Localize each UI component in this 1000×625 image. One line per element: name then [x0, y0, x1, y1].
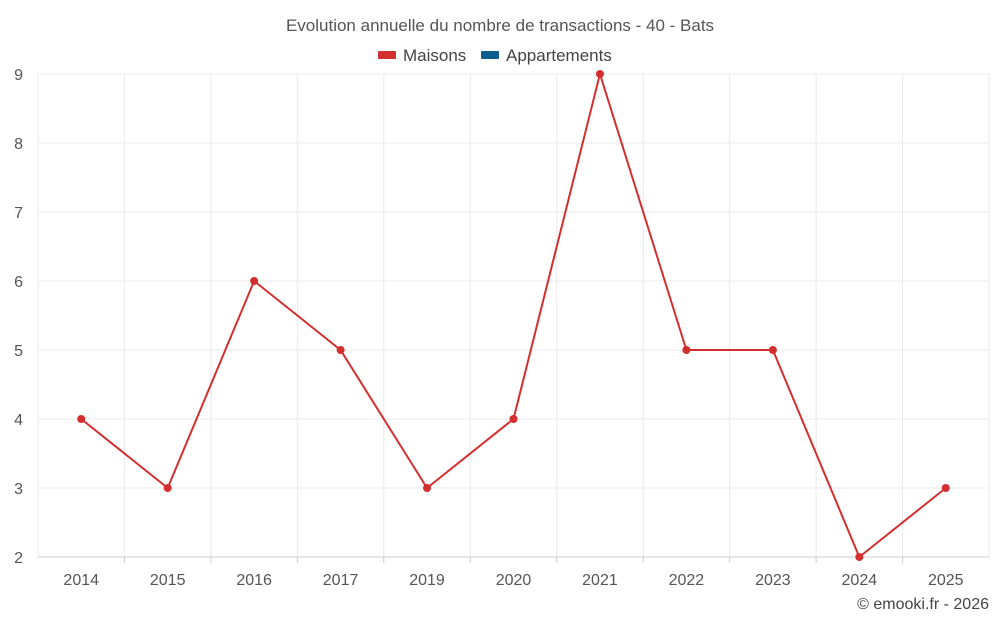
y-tick-label: 8 [14, 136, 23, 153]
data-point-maisons[interactable] [509, 415, 518, 423]
y-tick-label: 9 [14, 67, 23, 84]
x-tick-label: 2021 [582, 572, 618, 589]
grid [37, 73, 990, 557]
legend-label-appartements: Appartements [506, 46, 612, 65]
legend-item-maisons[interactable]: Maisons [378, 46, 466, 65]
x-tick-label: 2025 [928, 572, 964, 589]
x-tick-label: 2023 [755, 572, 791, 589]
data-point-maisons[interactable] [77, 415, 86, 423]
legend-label-maisons: Maisons [403, 46, 466, 65]
x-axis: 2014 2015 2016 2017 2019 2020 2021 2022 2023 2024… [38, 556, 989, 589]
data-point-maisons[interactable] [855, 553, 864, 561]
y-tick-label: 6 [14, 274, 23, 291]
legend-swatch-appartements [481, 51, 499, 59]
x-tick-label: 2014 [63, 572, 99, 589]
series-maisons [77, 70, 950, 561]
x-tick-label: 2017 [323, 572, 359, 589]
y-tick-label: 2 [14, 550, 23, 567]
data-point-maisons[interactable] [595, 70, 604, 78]
y-tick-label: 4 [14, 412, 23, 429]
credit-text: © emooki.fr - 2026 [857, 596, 989, 613]
data-point-maisons[interactable] [682, 346, 691, 354]
legend-item-appartements[interactable]: Appartements [481, 46, 612, 65]
y-tick-label: 7 [14, 205, 23, 222]
x-tick-label: 2015 [150, 572, 186, 589]
x-tick-label: 2019 [409, 572, 445, 589]
x-tick-label: 2020 [496, 572, 532, 589]
y-tick-label: 5 [14, 343, 23, 360]
x-tick-label: 2016 [236, 572, 272, 589]
legend: Maisons Appartements [378, 46, 612, 65]
y-tick-label: 3 [14, 481, 23, 498]
y-axis: 2 3 4 5 6 7 8 9 [14, 67, 23, 567]
legend-swatch-maisons [378, 51, 396, 59]
data-point-maisons[interactable] [336, 346, 345, 354]
data-point-maisons[interactable] [768, 346, 777, 354]
x-tick-label: 2022 [669, 572, 705, 589]
data-point-maisons[interactable] [163, 484, 172, 492]
data-point-maisons[interactable] [423, 484, 432, 492]
data-point-maisons[interactable] [250, 277, 259, 285]
x-tick-label: 2024 [842, 572, 878, 589]
data-point-maisons[interactable] [941, 484, 950, 492]
chart-title: Evolution annuelle du nombre de transact… [286, 16, 714, 35]
